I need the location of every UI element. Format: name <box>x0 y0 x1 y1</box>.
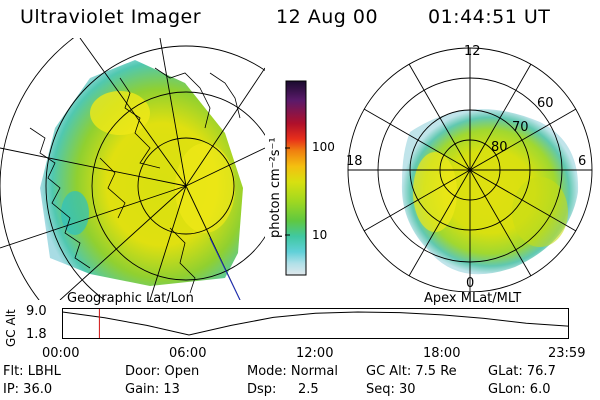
time-tick-0000: 00:00 <box>42 346 80 361</box>
time-tick-1200: 12:00 <box>296 346 334 361</box>
colorbar-tick-100: 100 <box>312 140 335 154</box>
mlat-label-70: 70 <box>512 120 529 135</box>
dsp-label: Dsp: <box>247 382 277 397</box>
mlat-label-60: 60 <box>537 96 554 111</box>
date-label: 12 Aug 00 <box>276 6 379 28</box>
time-tick-0600: 06:00 <box>169 346 207 361</box>
colorbar-tick-10: 10 <box>312 228 328 242</box>
geographic-image <box>0 38 265 300</box>
dsp-value: 2.5 <box>298 382 319 397</box>
mlt-label-6: 6 <box>578 154 587 169</box>
time-tick-2359: 23:59 <box>548 346 586 361</box>
gc-alt-tick-top: 9.0 <box>26 304 47 319</box>
time-tick-1800: 18:00 <box>423 346 461 361</box>
magnetic-polar-plot <box>347 47 593 292</box>
mlt-label-0: 0 <box>466 276 475 291</box>
geographic-caption: Geographic Lat/Lon <box>67 291 194 306</box>
colorbar-unit-label: photon cm⁻²s⁻¹ <box>268 137 283 238</box>
gain-status: Gain: 13 <box>125 382 180 397</box>
filter-status: Flt: LBHL <box>3 364 61 379</box>
altitude-curve <box>62 311 569 336</box>
time-label: 01:44:51 UT <box>428 6 551 28</box>
mlt-label-12: 12 <box>464 44 481 59</box>
altitude-plot <box>62 308 569 339</box>
gc-alt-status: GC Alt: 7.5 Re <box>366 364 457 379</box>
seq-status: Seq: 30 <box>366 382 416 397</box>
glon-status: GLon: 6.0 <box>488 382 551 397</box>
apex-caption: Apex MLat/MLT <box>424 291 522 306</box>
ip-status: IP: 36.0 <box>3 382 53 397</box>
colorbar <box>285 80 307 276</box>
mlat-label-80: 80 <box>491 140 508 155</box>
instrument-title: Ultraviolet Imager <box>20 6 202 28</box>
mode-status: Mode: Normal <box>247 364 338 379</box>
gc-alt-tick-bottom: 1.8 <box>26 327 47 342</box>
glat-status: GLat: 76.7 <box>488 364 556 379</box>
door-status: Door: Open <box>125 364 200 379</box>
gc-alt-ylabel: GC Alt <box>4 309 18 347</box>
mlt-label-18: 18 <box>346 154 363 169</box>
